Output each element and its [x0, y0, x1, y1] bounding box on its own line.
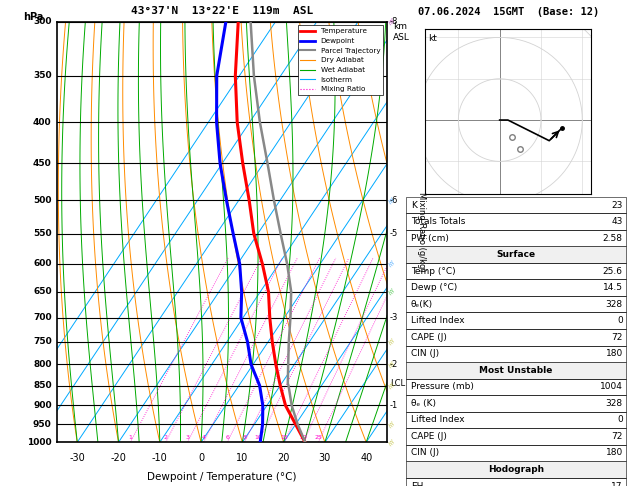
Text: 30: 30 — [319, 453, 331, 463]
Text: 10: 10 — [254, 435, 262, 440]
Text: 2.58: 2.58 — [603, 234, 623, 243]
Text: 17: 17 — [611, 482, 623, 486]
Text: LCL: LCL — [390, 379, 405, 388]
Text: 25.6: 25.6 — [603, 267, 623, 276]
Text: 20: 20 — [299, 435, 307, 440]
Text: 2: 2 — [164, 435, 168, 440]
Text: 0: 0 — [617, 416, 623, 424]
Text: 14.5: 14.5 — [603, 283, 623, 292]
Text: Hodograph: Hodograph — [487, 465, 544, 474]
Text: ///: /// — [388, 18, 396, 26]
Text: Mixing Ratio (g/kg): Mixing Ratio (g/kg) — [417, 192, 426, 272]
Text: 4: 4 — [202, 435, 206, 440]
Text: -8: -8 — [390, 17, 398, 26]
Text: 600: 600 — [33, 260, 52, 268]
Text: 400: 400 — [33, 118, 52, 127]
Text: 850: 850 — [33, 381, 52, 390]
Text: PW (cm): PW (cm) — [411, 234, 448, 243]
Text: ///: /// — [388, 361, 396, 368]
Text: km: km — [393, 22, 407, 31]
Text: 950: 950 — [33, 420, 52, 429]
Text: 40: 40 — [360, 453, 372, 463]
Text: θₑ(K): θₑ(K) — [411, 300, 433, 309]
Text: Most Unstable: Most Unstable — [479, 366, 552, 375]
Text: CIN (J): CIN (J) — [411, 349, 439, 358]
Text: -30: -30 — [69, 453, 85, 463]
Text: ///: /// — [388, 288, 396, 295]
Text: 23: 23 — [611, 201, 623, 209]
Text: CAPE (J): CAPE (J) — [411, 333, 447, 342]
Text: 550: 550 — [33, 229, 52, 238]
Text: -20: -20 — [111, 453, 126, 463]
Text: Totals Totals: Totals Totals — [411, 217, 465, 226]
Text: CIN (J): CIN (J) — [411, 449, 439, 457]
Text: 1000: 1000 — [27, 438, 52, 447]
Text: -5: -5 — [390, 229, 398, 238]
Text: 450: 450 — [33, 159, 52, 168]
Legend: Temperature, Dewpoint, Parcel Trajectory, Dry Adiabat, Wet Adiabat, Isotherm, Mi: Temperature, Dewpoint, Parcel Trajectory… — [298, 25, 383, 95]
Text: 1: 1 — [128, 435, 132, 440]
Text: 72: 72 — [611, 333, 623, 342]
Text: 300: 300 — [33, 17, 52, 26]
Text: ///: /// — [388, 260, 396, 268]
Text: ///: /// — [388, 438, 396, 446]
Text: -6: -6 — [390, 196, 398, 205]
Text: 500: 500 — [33, 196, 52, 205]
Text: kt: kt — [428, 34, 438, 43]
Text: 07.06.2024  15GMT  (Base: 12): 07.06.2024 15GMT (Base: 12) — [418, 7, 599, 17]
Text: 6: 6 — [225, 435, 229, 440]
Text: CAPE (J): CAPE (J) — [411, 432, 447, 441]
Text: -10: -10 — [152, 453, 168, 463]
Text: 750: 750 — [33, 337, 52, 347]
Text: 0: 0 — [198, 453, 204, 463]
Text: 180: 180 — [606, 349, 623, 358]
Text: 1004: 1004 — [600, 382, 623, 391]
Text: 10: 10 — [237, 453, 248, 463]
Text: Lifted Index: Lifted Index — [411, 316, 464, 325]
Text: ASL: ASL — [393, 33, 410, 42]
Text: 700: 700 — [33, 313, 52, 322]
Text: Dewpoint / Temperature (°C): Dewpoint / Temperature (°C) — [147, 472, 296, 482]
Text: 650: 650 — [33, 287, 52, 296]
Text: Lifted Index: Lifted Index — [411, 416, 464, 424]
Text: -3: -3 — [390, 313, 398, 322]
Text: 180: 180 — [606, 449, 623, 457]
Text: 25: 25 — [314, 435, 322, 440]
Text: θₑ (K): θₑ (K) — [411, 399, 436, 408]
Text: Temp (°C): Temp (°C) — [411, 267, 455, 276]
Text: Surface: Surface — [496, 250, 535, 259]
Text: 0: 0 — [617, 316, 623, 325]
Text: 800: 800 — [33, 360, 52, 369]
Text: 43°37'N  13°22'E  119m  ASL: 43°37'N 13°22'E 119m ASL — [131, 5, 313, 16]
Text: EH: EH — [411, 482, 423, 486]
Text: 72: 72 — [611, 432, 623, 441]
Text: 350: 350 — [33, 71, 52, 80]
Text: 900: 900 — [33, 401, 52, 410]
Text: K: K — [411, 201, 416, 209]
Text: 43: 43 — [611, 217, 623, 226]
Text: Pressure (mb): Pressure (mb) — [411, 382, 474, 391]
Text: 15: 15 — [281, 435, 288, 440]
Text: ///: /// — [388, 338, 396, 346]
Text: -1: -1 — [390, 401, 398, 410]
Text: 328: 328 — [606, 399, 623, 408]
Text: -2: -2 — [390, 360, 398, 369]
Text: ///: /// — [388, 382, 396, 389]
Text: ///: /// — [388, 196, 396, 204]
Text: Dewp (°C): Dewp (°C) — [411, 283, 457, 292]
Text: 20: 20 — [277, 453, 290, 463]
Text: 3: 3 — [186, 435, 189, 440]
Text: 328: 328 — [606, 300, 623, 309]
Text: 8: 8 — [243, 435, 247, 440]
Text: hPa: hPa — [23, 12, 43, 22]
Text: ///: /// — [388, 420, 396, 428]
